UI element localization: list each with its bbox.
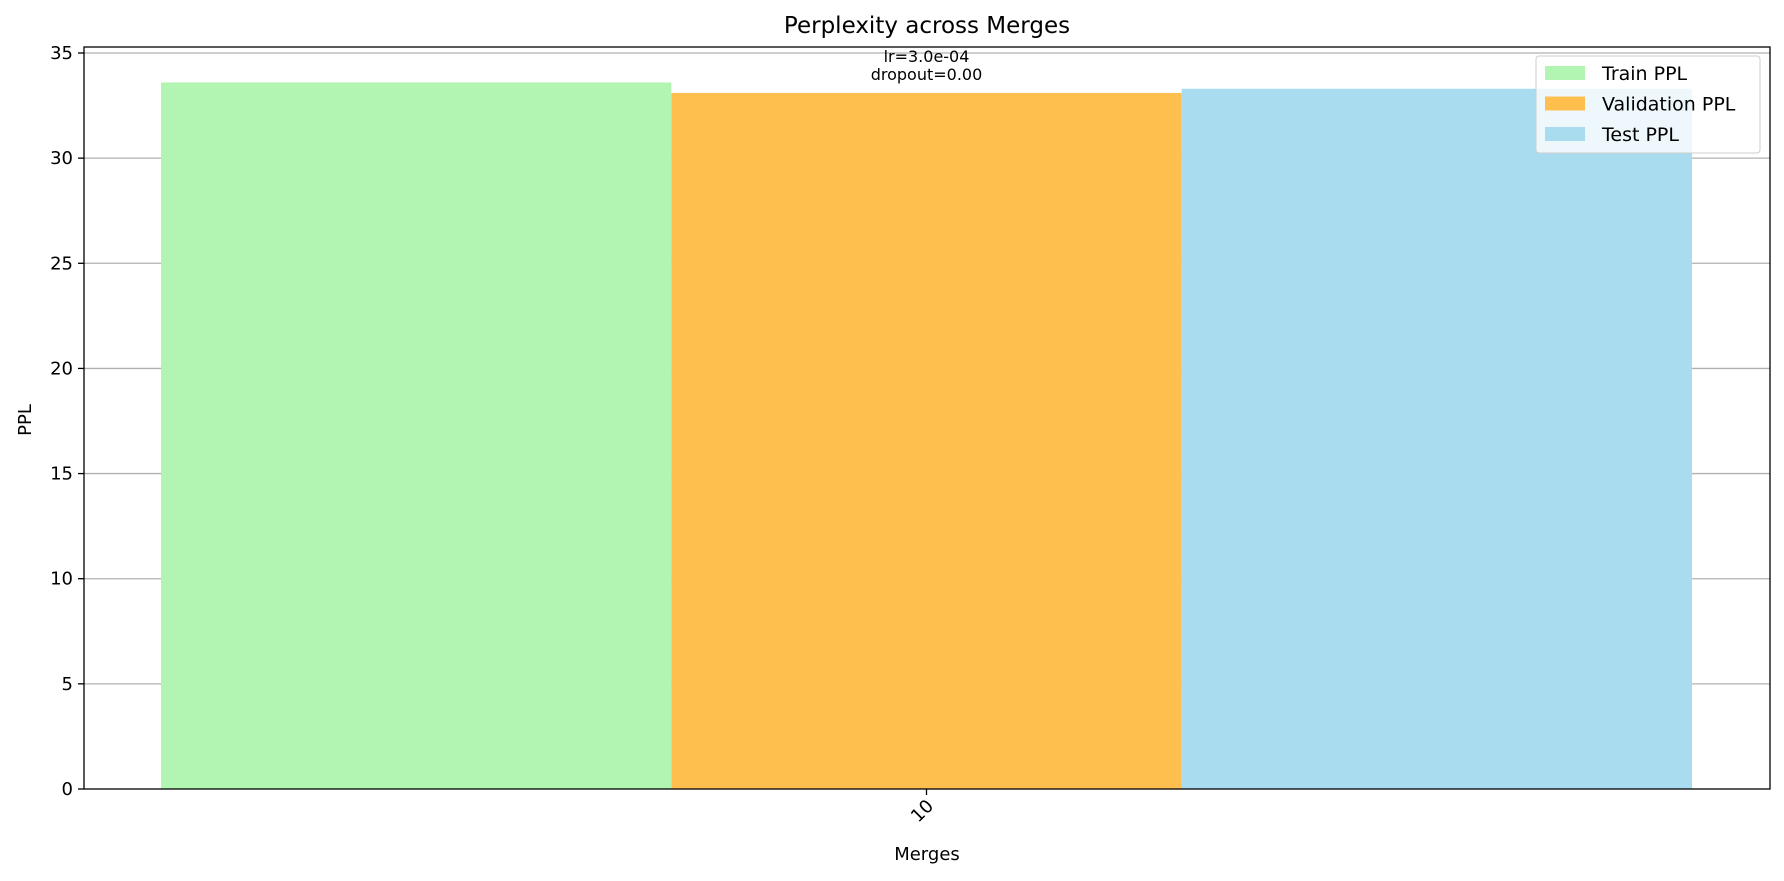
x-tick-label: 10 bbox=[907, 796, 938, 827]
y-tick-label: 20 bbox=[50, 358, 73, 379]
legend-frame bbox=[1535, 55, 1761, 154]
y-tick-label: 25 bbox=[50, 253, 73, 274]
x-axis-label: Merges bbox=[894, 844, 960, 865]
y-tick-label: 0 bbox=[62, 779, 73, 800]
y-tick-label: 30 bbox=[50, 148, 73, 169]
legend-label: Train PPL bbox=[1601, 63, 1688, 85]
y-tick-label: 10 bbox=[50, 569, 73, 590]
legend-swatch bbox=[1545, 66, 1585, 80]
y-tick-label: 5 bbox=[62, 674, 73, 695]
y-tick-label: 15 bbox=[50, 464, 73, 485]
legend-label: Validation PPL bbox=[1602, 94, 1736, 116]
y-axis-label: PPL bbox=[15, 404, 36, 436]
y-tick-label: 35 bbox=[50, 43, 73, 64]
bar-annotation-line: lr=3.0e-04 bbox=[884, 47, 970, 66]
y-axis-ticks: 0 5 10 15 20 25 30 35 bbox=[50, 43, 84, 800]
legend: Train PPL Validation PPL Test PPL bbox=[1535, 55, 1761, 154]
legend-swatch bbox=[1545, 127, 1585, 141]
bars bbox=[161, 82, 1692, 789]
bar-test-ppl bbox=[1181, 88, 1692, 789]
bar-annotation-line: dropout=0.00 bbox=[871, 65, 983, 84]
chart-title: Perplexity across Merges bbox=[784, 13, 1070, 39]
legend-label: Test PPL bbox=[1601, 124, 1679, 146]
legend-swatch bbox=[1545, 96, 1585, 111]
bar-validation-ppl bbox=[671, 92, 1182, 789]
bar-train-ppl bbox=[161, 82, 672, 789]
legend-items: Train PPL Validation PPL Test PPL bbox=[1545, 63, 1736, 146]
x-axis-ticks: 10 bbox=[907, 789, 938, 827]
